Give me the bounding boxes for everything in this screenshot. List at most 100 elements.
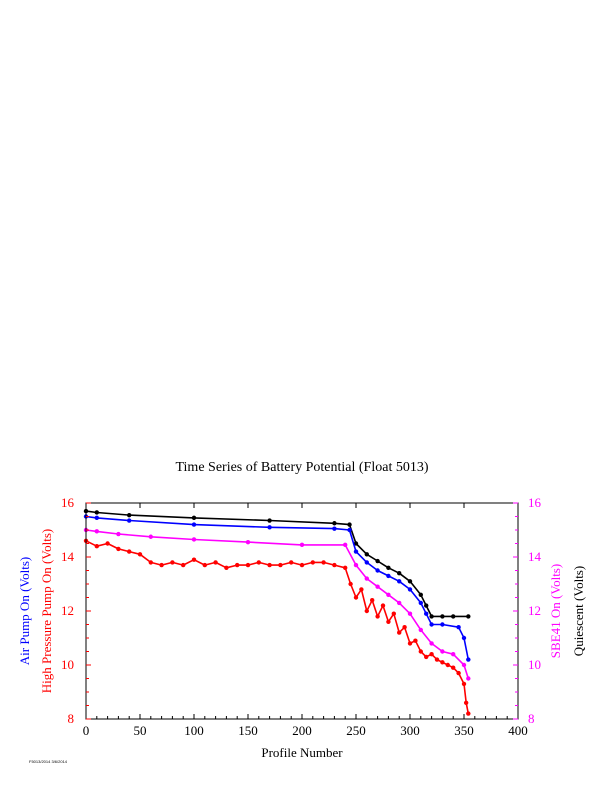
data-point-high-pressure-pump-on <box>397 630 402 635</box>
x-tick-label: 0 <box>83 723 90 738</box>
data-point-sbe41-on <box>397 600 402 606</box>
data-point-quiescent <box>424 603 429 608</box>
data-point-high-pressure-pump-on <box>343 565 348 570</box>
y-right-tick-label: 14 <box>528 549 542 564</box>
data-point-high-pressure-pump-on <box>181 562 186 568</box>
y-left-tick-label: 16 <box>61 495 75 510</box>
data-point-quiescent <box>418 592 423 597</box>
data-point-high-pressure-pump-on <box>332 562 337 568</box>
data-point-high-pressure-pump-on <box>278 562 283 568</box>
data-point-air-pump-on <box>353 549 359 554</box>
series-line-high-pressure-pump-on <box>85 540 470 714</box>
data-point-high-pressure-pump-on <box>224 565 229 570</box>
data-point-air-pump-on <box>364 560 369 565</box>
data-point-sbe41-on <box>245 539 251 545</box>
data-point-sbe41-on <box>148 534 153 539</box>
data-point-high-pressure-pump-on <box>359 587 364 592</box>
series-layer <box>83 508 471 716</box>
data-point-high-pressure-pump-on <box>440 660 445 665</box>
data-point-high-pressure-pump-on <box>391 611 396 616</box>
data-point-sbe41-on <box>418 627 423 633</box>
data-point-sbe41-on <box>364 576 369 581</box>
data-point-quiescent <box>429 614 434 619</box>
data-point-sbe41-on <box>343 542 348 548</box>
data-point-high-pressure-pump-on <box>370 598 375 603</box>
data-point-high-pressure-pump-on <box>289 560 294 565</box>
y-axis-title-quiescent: Quiescent (Volts) <box>571 566 586 656</box>
data-point-high-pressure-pump-on <box>116 546 121 552</box>
data-point-high-pressure-pump-on <box>461 681 467 687</box>
data-point-high-pressure-pump-on <box>299 562 305 568</box>
data-point-high-pressure-pump-on <box>380 603 386 608</box>
data-point-high-pressure-pump-on <box>159 562 164 568</box>
data-point-air-pump-on <box>386 573 391 579</box>
x-tick-label: 350 <box>454 723 474 738</box>
data-point-quiescent <box>451 614 456 619</box>
data-point-sbe41-on <box>451 652 456 657</box>
data-point-sbe41-on <box>407 611 413 616</box>
data-point-high-pressure-pump-on <box>235 562 240 568</box>
y-axis-title-air-pump: Air Pump On (Volts) <box>17 557 32 665</box>
data-point-air-pump-on <box>267 525 272 530</box>
data-point-high-pressure-pump-on <box>191 557 197 562</box>
data-point-air-pump-on <box>397 579 402 584</box>
data-point-air-pump-on <box>418 600 423 606</box>
data-point-quiescent <box>127 512 132 518</box>
data-point-quiescent <box>332 521 337 526</box>
data-point-high-pressure-pump-on <box>456 670 461 676</box>
data-point-air-pump-on <box>466 657 471 662</box>
data-point-high-pressure-pump-on <box>127 549 132 554</box>
data-point-high-pressure-pump-on <box>105 541 110 546</box>
data-point-air-pump-on <box>127 518 132 523</box>
data-point-quiescent <box>386 565 391 570</box>
data-point-quiescent <box>347 522 352 527</box>
data-point-sbe41-on <box>353 562 359 568</box>
data-point-high-pressure-pump-on <box>429 652 434 657</box>
y-left-tick-label: 8 <box>68 711 75 726</box>
data-point-high-pressure-pump-on <box>213 560 218 565</box>
x-tick-label: 150 <box>238 723 258 738</box>
data-point-quiescent <box>191 515 197 521</box>
series-line-sbe41-on <box>85 529 470 679</box>
data-point-sbe41-on <box>116 531 121 537</box>
data-point-high-pressure-pump-on <box>202 562 207 568</box>
data-point-quiescent <box>466 614 471 619</box>
data-point-air-pump-on <box>94 515 100 521</box>
data-point-air-pump-on <box>461 635 467 641</box>
x-tick-label: 100 <box>184 723 204 738</box>
y-left-tick-label: 10 <box>61 657 74 672</box>
data-point-high-pressure-pump-on <box>434 657 440 662</box>
data-point-high-pressure-pump-on <box>402 625 407 630</box>
x-tick-label: 400 <box>508 723 528 738</box>
y-left-tick-label: 12 <box>61 603 74 618</box>
data-point-quiescent <box>375 558 380 564</box>
chart-title: Time Series of Battery Potential (Float … <box>175 460 428 475</box>
data-point-high-pressure-pump-on <box>375 614 380 619</box>
data-point-quiescent <box>440 614 445 619</box>
data-point-high-pressure-pump-on <box>256 560 261 565</box>
data-point-sbe41-on <box>429 641 434 646</box>
data-point-high-pressure-pump-on <box>386 619 391 624</box>
x-tick-label: 50 <box>134 723 147 738</box>
data-point-air-pump-on <box>375 568 380 573</box>
data-point-sbe41-on <box>440 649 445 654</box>
data-point-high-pressure-pump-on <box>321 560 326 565</box>
data-point-high-pressure-pump-on <box>94 544 100 549</box>
data-point-quiescent <box>353 541 359 546</box>
data-point-air-pump-on <box>332 526 337 531</box>
data-point-sbe41-on <box>386 592 391 597</box>
data-point-high-pressure-pump-on <box>267 562 272 568</box>
footnote-stamp: F5013/2014 3/6/2014 <box>29 759 68 764</box>
data-point-high-pressure-pump-on <box>353 595 359 600</box>
y-right-tick-label: 10 <box>528 657 541 672</box>
data-point-sbe41-on <box>375 584 380 589</box>
data-point-high-pressure-pump-on <box>407 641 413 646</box>
data-point-high-pressure-pump-on <box>245 562 251 568</box>
data-point-air-pump-on <box>456 625 461 630</box>
data-point-sbe41-on <box>191 537 197 542</box>
data-point-quiescent <box>397 571 402 576</box>
data-point-air-pump-on <box>429 622 434 627</box>
y-left-tick-label: 14 <box>61 549 75 564</box>
data-point-high-pressure-pump-on <box>170 560 175 565</box>
x-tick-label: 200 <box>292 723 312 738</box>
